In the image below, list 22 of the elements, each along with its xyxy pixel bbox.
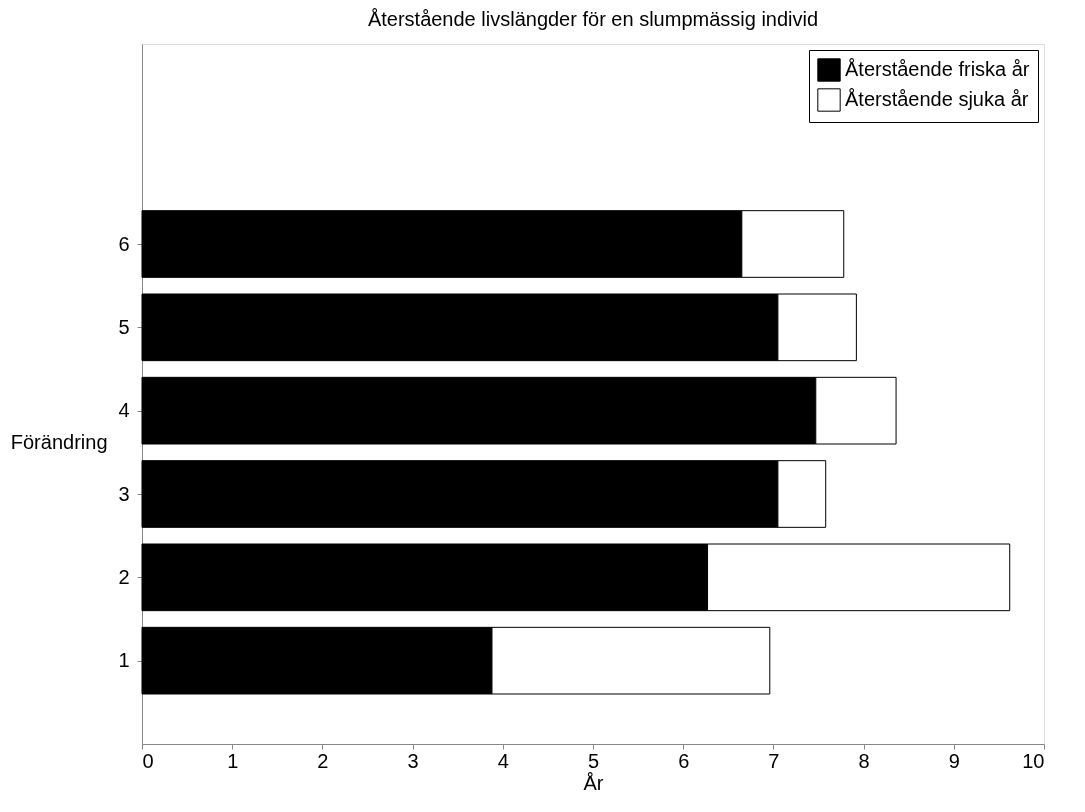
legend-label: Återstående friska år <box>845 58 1030 80</box>
x-tick-label: 9 <box>948 749 960 772</box>
x-tick-label: 1 <box>227 749 239 772</box>
legend-label: Återstående sjuka år <box>845 88 1029 110</box>
x-tick-label: 10 <box>1022 749 1045 772</box>
x-tick-label: 7 <box>768 749 780 772</box>
y-tick-label: 4 <box>118 399 130 422</box>
y-tick-label: 3 <box>118 482 130 505</box>
x-tick-label: 6 <box>678 749 690 772</box>
y-tick-label: 1 <box>118 649 130 672</box>
x-tick-label: 8 <box>858 749 870 772</box>
x-tick-label: 0 <box>142 749 154 772</box>
chart-title: Återstående livslängder för en slumpmässig individ <box>367 8 819 30</box>
y-tick-label: 6 <box>118 232 130 255</box>
y-tick-label: 2 <box>118 565 130 588</box>
x-tick-label: 2 <box>317 749 329 772</box>
x-tick-label: 4 <box>497 749 509 772</box>
y-axis-title: Förändring <box>10 430 108 453</box>
x-tick-label: 3 <box>407 749 419 772</box>
y-tick-label: 5 <box>118 315 130 338</box>
x-axis-title: År <box>583 771 604 794</box>
x-tick-label: 5 <box>587 749 600 772</box>
